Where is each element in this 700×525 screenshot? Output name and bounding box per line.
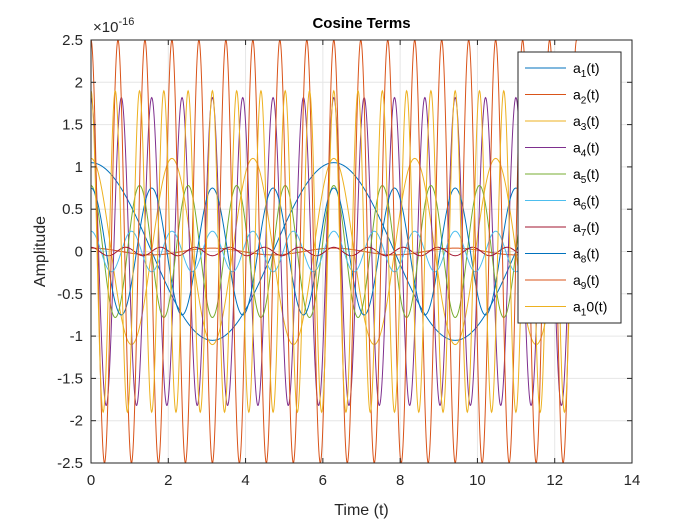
legend-box xyxy=(517,51,622,324)
legend-entry-base: a xyxy=(573,299,581,315)
legend: a1(t)a2(t)a3(t)a4(t)a5(t)a6(t)a7(t)a8(t)… xyxy=(517,51,622,324)
y-axis-exponent: ×10-16 xyxy=(93,16,134,36)
x-tick-label: 6 xyxy=(319,472,327,489)
legend-entry-subscript: 1 xyxy=(581,308,587,319)
x-tick-label: 12 xyxy=(546,472,563,489)
legend-entry-suffix: (t) xyxy=(586,113,599,129)
y-axis-label: Amplitude xyxy=(32,216,49,287)
legend-entry-base: a xyxy=(573,166,581,182)
legend-entry-suffix: (t) xyxy=(586,272,599,288)
tick-labels: 0 2 4 6 8 10 12 14-2.5-2-1.5-1-0.500.511.522.5 xyxy=(57,32,640,489)
y-tick-label: -2.5 xyxy=(57,455,83,472)
y-tick-label: 1 xyxy=(75,159,83,176)
y-tick-label: -2 xyxy=(70,413,83,430)
exponent-base: ×10 xyxy=(93,19,118,36)
legend-entry-suffix: (t) xyxy=(586,60,599,76)
legend-entry-base: a xyxy=(573,113,581,129)
legend-entry-suffix: (t) xyxy=(586,87,599,103)
legend-entry: a1(t) xyxy=(573,60,600,80)
y-tick-label: -0.5 xyxy=(57,286,83,303)
y-tick-label: 1.5 xyxy=(62,117,83,134)
y-tick-label: -1 xyxy=(70,328,83,345)
chart-title: Cosine Terms xyxy=(312,15,410,32)
y-tick-label: 0.5 xyxy=(62,201,83,218)
x-tick-label: 0 xyxy=(87,472,95,489)
legend-entry: a5(t) xyxy=(573,166,600,186)
legend-entry-suffix: (t) xyxy=(586,219,599,235)
legend-entry: a10(t) xyxy=(573,299,607,319)
legend-entry: a2(t) xyxy=(573,87,600,107)
legend-entry-subscript: 9 xyxy=(581,281,587,292)
legend-entry-suffix: (t) xyxy=(586,246,599,262)
legend-entry: a9(t) xyxy=(573,272,600,292)
series-layer xyxy=(91,40,578,463)
legend-entry: a7(t) xyxy=(573,219,600,239)
series-line-1 xyxy=(91,162,577,341)
y-tick-label: 2.5 xyxy=(62,32,83,49)
legend-entry-base: a xyxy=(573,60,581,76)
series-line-6 xyxy=(91,230,577,273)
x-tick-label: 10 xyxy=(469,472,486,489)
x-tick-label: 4 xyxy=(241,472,249,489)
series-line-10 xyxy=(91,89,578,414)
legend-entry-suffix: (t) xyxy=(586,193,599,209)
legend-entry-base: a xyxy=(573,272,581,288)
legend-entry: a4(t) xyxy=(573,140,600,160)
series-line-3 xyxy=(91,157,577,346)
x-tick-label: 2 xyxy=(164,472,172,489)
legend-entry-suffix: (t) xyxy=(586,166,599,182)
legend-entry-suffix: 0(t) xyxy=(586,299,607,315)
legend-entry: a8(t) xyxy=(573,246,600,266)
legend-entry-subscript: 6 xyxy=(581,202,587,213)
series-line-8 xyxy=(91,187,577,316)
legend-entry-subscript: 3 xyxy=(581,122,587,133)
legend-entry-suffix: (t) xyxy=(586,140,599,156)
legend-entry-subscript: 4 xyxy=(581,149,587,160)
y-tick-label: 0 xyxy=(75,244,83,261)
legend-entry-base: a xyxy=(573,140,581,156)
legend-entry-subscript: 8 xyxy=(581,255,587,266)
legend-entry-subscript: 7 xyxy=(581,228,587,239)
x-axis-label: Time (t) xyxy=(334,502,389,519)
legend-entry: a6(t) xyxy=(573,193,600,213)
y-tick-label: 2 xyxy=(75,74,83,91)
legend-entry-base: a xyxy=(573,87,581,103)
legend-entry-base: a xyxy=(573,246,581,262)
legend-entry-subscript: 5 xyxy=(581,175,587,186)
legend-entry-subscript: 2 xyxy=(581,96,587,107)
x-tick-label: 8 xyxy=(396,472,404,489)
legend-entry: a3(t) xyxy=(573,113,600,133)
legend-entry-base: a xyxy=(573,219,581,235)
y-tick-label: -1.5 xyxy=(57,370,83,387)
legend-entry-subscript: 1 xyxy=(581,69,587,80)
ticks xyxy=(90,39,633,464)
legend-entry-base: a xyxy=(573,193,581,209)
series-line-7 xyxy=(91,246,577,257)
exponent-power: -16 xyxy=(118,16,134,28)
x-tick-label: 14 xyxy=(624,472,641,489)
